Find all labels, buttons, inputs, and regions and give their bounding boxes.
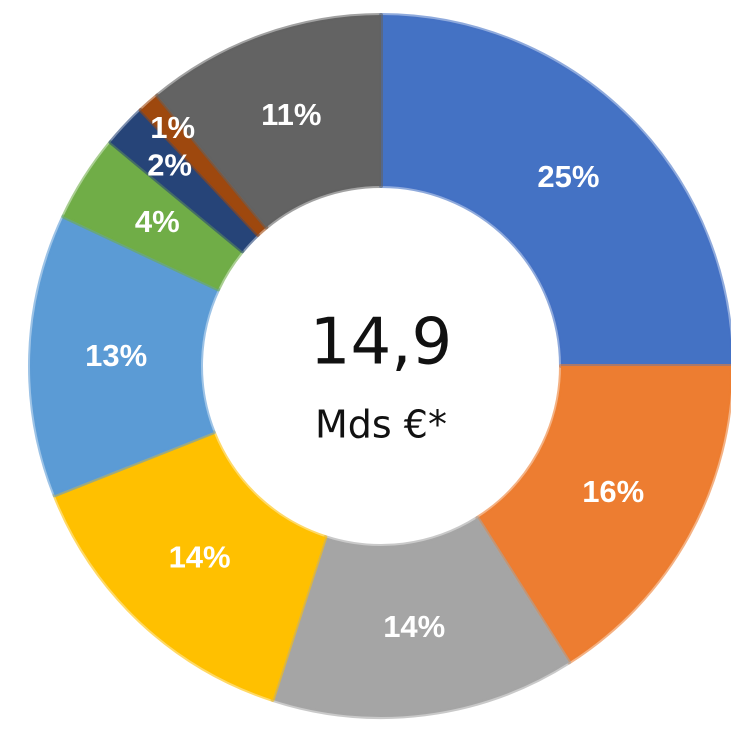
slice-label: 14%	[383, 609, 445, 644]
slice-label: 13%	[85, 338, 147, 373]
slice-label: 11%	[261, 97, 321, 132]
slice	[475, 364, 731, 665]
slice	[155, 13, 383, 230]
slice-label: 14%	[169, 539, 231, 574]
slice-label: 25%	[537, 159, 599, 194]
slice-label: 1%	[150, 110, 195, 145]
center-unit: Mds €*	[315, 403, 447, 447]
slice-label: 4%	[135, 204, 180, 239]
slice-label: 2%	[147, 148, 192, 183]
slice-label: 16%	[582, 474, 644, 509]
donut	[28, 13, 731, 719]
slice	[270, 515, 572, 719]
slice	[52, 430, 328, 702]
slice	[28, 214, 221, 498]
slice	[379, 13, 731, 368]
center-value: 14,9	[310, 306, 453, 380]
